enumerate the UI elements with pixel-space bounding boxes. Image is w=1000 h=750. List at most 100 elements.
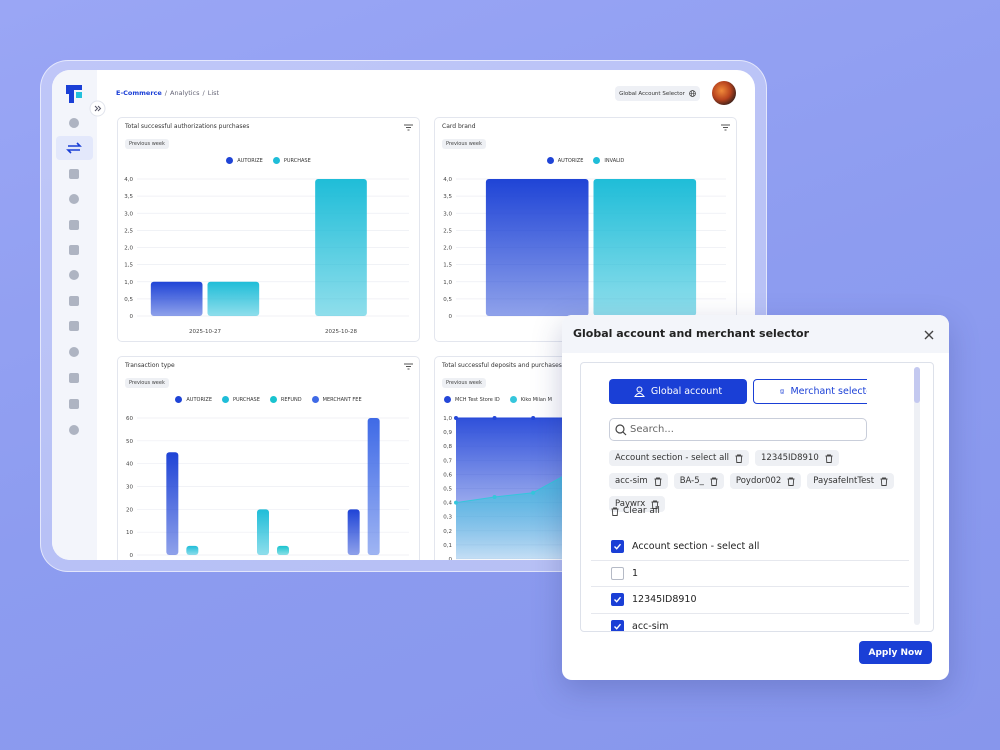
checkbox[interactable] xyxy=(611,540,624,554)
filter-icon[interactable] xyxy=(404,363,413,370)
legend-item[interactable]: AUTORIZE xyxy=(546,157,584,164)
scrollbar[interactable] xyxy=(914,367,920,625)
legend-label: AUTORIZE xyxy=(237,157,263,164)
y-tick-label: 0 xyxy=(449,314,453,320)
check xyxy=(614,596,622,603)
active-item-bg xyxy=(56,136,93,160)
legend-item[interactable]: PURCHASE xyxy=(272,157,311,164)
point xyxy=(454,500,458,505)
chip-remove[interactable] xyxy=(880,477,888,486)
sidebar-toggle[interactable] xyxy=(89,100,106,117)
account-selector-button[interactable]: Global Account Selector xyxy=(615,86,700,101)
close-button[interactable] xyxy=(923,329,935,341)
trash xyxy=(654,477,662,486)
breadcrumb-item[interactable]: E-Commerce xyxy=(116,89,162,97)
legend-swatch xyxy=(444,396,451,403)
check-mark xyxy=(614,543,622,550)
y-tick-label: 3,5 xyxy=(443,194,452,200)
chip[interactable]: Account section - select all xyxy=(609,450,749,466)
nav-icon[interactable] xyxy=(69,373,79,383)
chip[interactable]: 12345ID8910 xyxy=(755,450,839,466)
list-row[interactable]: 1 xyxy=(591,561,909,587)
clear-all-label: Clear all xyxy=(623,506,660,516)
point xyxy=(492,416,497,420)
breadcrumb-separator: / xyxy=(164,89,167,97)
nav-icon[interactable] xyxy=(69,270,79,280)
y-tick-label: 1,0 xyxy=(124,280,133,286)
legend-item[interactable]: INVALID xyxy=(593,157,624,164)
chip[interactable]: BA-5_ xyxy=(673,473,724,489)
list-row[interactable]: Account section - select all xyxy=(591,534,909,561)
y-tick-label: 0,4 xyxy=(443,501,452,507)
breadcrumb-item[interactable]: Analytics xyxy=(170,89,200,97)
chip[interactable]: acc-sim xyxy=(609,473,668,489)
trash xyxy=(787,477,795,486)
breadcrumb-item[interactable]: List xyxy=(207,89,220,97)
y-tick-label: 20 xyxy=(126,507,133,513)
chip[interactable]: Paywrx xyxy=(609,496,666,512)
list-row[interactable]: 12345ID8910 xyxy=(591,587,909,614)
nav-icon[interactable] xyxy=(69,425,79,435)
checkbox[interactable] xyxy=(611,566,624,580)
nav-icon[interactable] xyxy=(69,220,79,230)
chip-remove[interactable] xyxy=(651,500,659,509)
point xyxy=(454,416,458,420)
bar xyxy=(186,545,199,555)
filter-icon[interactable] xyxy=(721,124,730,131)
chip-label: 12345ID8910 xyxy=(761,453,819,463)
search-input[interactable]: Search... xyxy=(609,418,867,441)
legend-item[interactable]: PURCHASE xyxy=(221,396,260,403)
legend-label: AUTORIZE xyxy=(557,157,584,164)
list-row[interactable]: acc-sim xyxy=(591,614,909,631)
selector-box: Global account Merchant selector Search..… xyxy=(580,362,934,632)
nav-icon[interactable] xyxy=(69,245,79,255)
trash xyxy=(880,477,888,486)
chip-remove[interactable] xyxy=(654,477,662,486)
y-tick-label: 0 xyxy=(449,557,453,560)
chip-label: PaysafeIntTest xyxy=(813,476,875,486)
legend-item[interactable]: AUTORIZE xyxy=(226,157,263,164)
chart-card: Transaction type Previous week AUTORIZE PUR… xyxy=(117,356,420,560)
legend-item[interactable]: AUTORIZE xyxy=(175,396,212,403)
scroll-thumb[interactable] xyxy=(914,367,920,403)
chip[interactable]: Poydor002 xyxy=(729,473,802,489)
nav-icon[interactable] xyxy=(66,142,82,154)
clear-all-button[interactable]: Clear all xyxy=(611,506,660,516)
nav-icon[interactable] xyxy=(69,194,79,204)
legend-item[interactable]: REFUND xyxy=(269,396,302,403)
nav-icon[interactable] xyxy=(69,321,79,331)
filter-icon[interactable] xyxy=(404,124,413,131)
checkbox[interactable] xyxy=(611,619,624,631)
nav-icon[interactable] xyxy=(69,347,79,357)
nav-icon[interactable] xyxy=(69,296,79,306)
legend-item[interactable]: MERCHANT FEE xyxy=(311,396,362,403)
nav-icon[interactable] xyxy=(69,399,79,409)
tab[interactable]: Global account xyxy=(609,379,747,404)
chart-title: Card brand xyxy=(442,123,476,130)
sidebar-icons xyxy=(56,85,93,435)
user-avatar[interactable] xyxy=(712,81,736,105)
point xyxy=(531,490,536,495)
breadcrumb-separator: / xyxy=(202,89,205,97)
x-tick-label: 2025-10-28 xyxy=(325,329,357,335)
row-label: 1 xyxy=(632,567,639,579)
apply-button[interactable]: Apply Now xyxy=(859,641,932,664)
legend-swatch xyxy=(272,157,280,164)
nav-icon[interactable] xyxy=(69,118,79,128)
tab[interactable]: Merchant selector xyxy=(753,379,867,404)
chip-remove[interactable] xyxy=(825,454,833,463)
chip-remove[interactable] xyxy=(787,477,795,486)
filter-lines xyxy=(721,124,730,131)
chip[interactable]: PaysafeIntTest xyxy=(807,473,895,489)
legend-item[interactable]: MCH Test Store ID xyxy=(444,396,500,403)
chip-remove[interactable] xyxy=(710,477,718,486)
icon-head xyxy=(636,386,643,393)
tab-label: Merchant selector xyxy=(790,386,867,397)
legend-swatch xyxy=(269,396,277,403)
nav-icon[interactable] xyxy=(69,169,79,179)
checkbox[interactable] xyxy=(611,593,624,607)
legend-item[interactable]: Kiko Milan M xyxy=(509,396,552,403)
chip-remove[interactable] xyxy=(735,454,743,463)
